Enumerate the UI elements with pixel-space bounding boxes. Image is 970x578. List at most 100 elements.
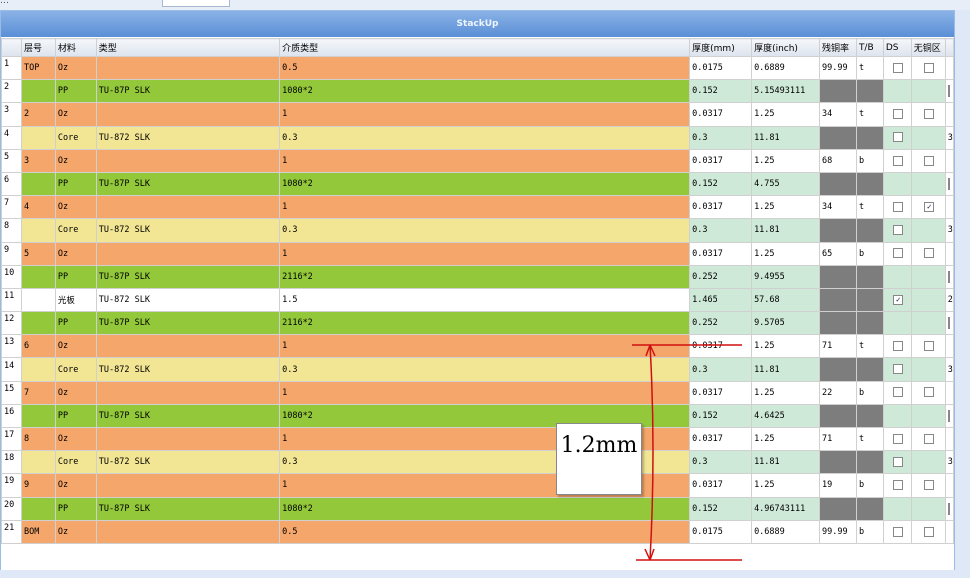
ds-cell[interactable] (882, 519, 912, 544)
tb-cell[interactable] (855, 79, 884, 104)
thickness-inch-cell[interactable]: 1.25 (751, 380, 820, 405)
extra-cell[interactable] (944, 473, 955, 498)
dielectric-cell[interactable]: 1 (279, 241, 691, 266)
tb-cell[interactable] (855, 264, 884, 289)
tb-cell[interactable] (855, 311, 884, 336)
tb-cell[interactable]: t (855, 426, 884, 452)
no-copper-cell[interactable] (910, 403, 946, 429)
ds-cell[interactable] (882, 79, 912, 104)
layer-cell[interactable] (20, 450, 56, 475)
thickness-mm-cell[interactable]: 0.0175 (689, 55, 753, 81)
ds-checkbox[interactable] (893, 341, 904, 352)
ds-checkbox[interactable] (893, 248, 904, 259)
ds-cell[interactable] (882, 218, 912, 243)
material-cell[interactable]: Oz (54, 519, 97, 544)
thickness-mm-cell[interactable]: 0.152 (689, 171, 753, 197)
stack-row[interactable]: 1 TOP Oz 0.5 0.0175 0.6889 99.99 t (1, 55, 955, 81)
stack-row[interactable]: 10 PP TU-87P SLK 2116*2 0.252 9.4955 (1, 264, 955, 289)
thickness-mm-cell[interactable]: 0.3 (689, 218, 753, 243)
type-cell[interactable]: TU-87P SLK (95, 264, 281, 289)
type-cell[interactable] (95, 148, 281, 173)
ds-cell[interactable] (882, 148, 912, 173)
dielectric-cell[interactable]: 1080*2 (279, 403, 691, 429)
ds-cell[interactable] (882, 450, 912, 475)
no-copper-cell[interactable] (910, 241, 946, 266)
copper-rate-cell[interactable] (818, 496, 857, 521)
col-header-copper-rate[interactable]: 残铜率 (818, 38, 857, 57)
layer-cell[interactable] (20, 403, 56, 429)
extra-cell[interactable] (944, 403, 955, 429)
dielectric-cell[interactable]: 0.5 (279, 55, 691, 81)
ds-checkbox[interactable] (893, 62, 904, 73)
thickness-mm-cell[interactable]: 0.0175 (689, 519, 753, 544)
material-cell[interactable]: Oz (54, 195, 97, 220)
dielectric-cell[interactable]: 0.3 (279, 218, 691, 243)
no-copper-cell[interactable] (910, 79, 946, 104)
stack-row[interactable]: 7 4 Oz 1 0.0317 1.25 34 t (1, 195, 955, 220)
copper-rate-cell[interactable]: 19 (818, 473, 857, 498)
material-cell[interactable]: Oz (54, 55, 97, 81)
tb-cell[interactable] (855, 450, 884, 475)
stack-row[interactable]: 5 3 Oz 1 0.0317 1.25 68 b (1, 148, 955, 173)
tb-cell[interactable]: t (855, 334, 884, 359)
extra-cell[interactable] (944, 496, 955, 521)
thickness-inch-cell[interactable]: 1.25 (751, 426, 820, 452)
material-cell[interactable]: PP (54, 171, 97, 197)
thickness-inch-cell[interactable]: 11.81 (751, 357, 820, 382)
tb-cell[interactable]: t (855, 55, 884, 81)
ds-checkbox[interactable] (893, 364, 904, 375)
material-cell[interactable]: PP (54, 403, 97, 429)
dielectric-cell[interactable]: 2116*2 (279, 311, 691, 336)
thickness-inch-cell[interactable]: 5.15493111 (751, 79, 820, 104)
thickness-mm-cell[interactable]: 0.0317 (689, 102, 753, 127)
material-cell[interactable]: 光板 (54, 287, 97, 313)
extra-cell[interactable]: 3 (944, 450, 955, 475)
copper-rate-cell[interactable]: 22 (818, 380, 857, 405)
ds-cell[interactable] (882, 311, 912, 336)
layer-cell[interactable] (20, 287, 56, 313)
no-copper-cell[interactable] (910, 311, 946, 336)
layer-cell[interactable]: 7 (20, 380, 56, 405)
thickness-inch-cell[interactable]: 9.5705 (751, 311, 820, 336)
type-cell[interactable]: TU-87P SLK (95, 79, 281, 104)
layer-cell[interactable]: 8 (20, 426, 56, 452)
material-cell[interactable]: Core (54, 450, 97, 475)
thickness-mm-cell[interactable]: 0.0317 (689, 334, 753, 359)
stack-row[interactable]: 9 5 Oz 1 0.0317 1.25 65 b (1, 241, 955, 266)
thickness-inch-cell[interactable]: 1.25 (751, 334, 820, 359)
tb-cell[interactable]: t (855, 195, 884, 220)
layer-cell[interactable] (20, 79, 56, 104)
col-header-extra[interactable] (944, 38, 955, 57)
material-cell[interactable]: Oz (54, 148, 97, 173)
thickness-inch-cell[interactable]: 11.81 (751, 125, 820, 150)
thickness-inch-cell[interactable]: 1.25 (751, 473, 820, 498)
extra-cell[interactable] (944, 195, 955, 220)
no-copper-cell[interactable] (910, 125, 946, 150)
no-copper-cell[interactable] (910, 264, 946, 289)
dielectric-cell[interactable]: 0.3 (279, 357, 691, 382)
layer-cell[interactable]: BOM (20, 519, 56, 544)
ds-cell[interactable] (882, 171, 912, 197)
no-copper-checkbox[interactable] (924, 248, 935, 259)
layer-cell[interactable] (20, 125, 56, 150)
material-cell[interactable]: Oz (54, 426, 97, 452)
thickness-inch-cell[interactable]: 1.25 (751, 148, 820, 173)
ds-cell[interactable] (882, 473, 912, 498)
no-copper-cell[interactable] (910, 380, 946, 405)
tb-cell[interactable]: b (855, 519, 884, 544)
copper-rate-cell[interactable] (818, 79, 857, 104)
no-copper-checkbox[interactable] (924, 62, 935, 73)
dielectric-cell[interactable]: 0.5 (279, 519, 691, 544)
tb-cell[interactable]: b (855, 148, 884, 173)
material-cell[interactable]: Core (54, 357, 97, 382)
col-header-material[interactable]: 材料 (54, 38, 97, 57)
copper-rate-cell[interactable] (818, 357, 857, 382)
ds-checkbox[interactable] (893, 294, 904, 305)
thickness-inch-cell[interactable]: 11.81 (751, 450, 820, 475)
stack-row[interactable]: 4 Core TU-872 SLK 0.3 0.3 11.81 3 (1, 125, 955, 150)
col-header-no-copper[interactable]: 无铜区 (910, 38, 946, 57)
type-cell[interactable] (95, 380, 281, 405)
type-cell[interactable] (95, 334, 281, 359)
extra-cell[interactable] (944, 334, 955, 359)
stack-row[interactable]: 15 7 Oz 1 0.0317 1.25 22 b (1, 380, 955, 405)
